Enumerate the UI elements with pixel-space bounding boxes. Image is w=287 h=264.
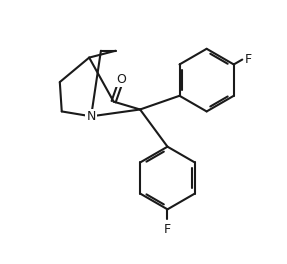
Text: N: N xyxy=(86,110,96,123)
Text: O: O xyxy=(117,73,126,86)
Text: F: F xyxy=(164,223,171,236)
Text: F: F xyxy=(245,53,252,66)
